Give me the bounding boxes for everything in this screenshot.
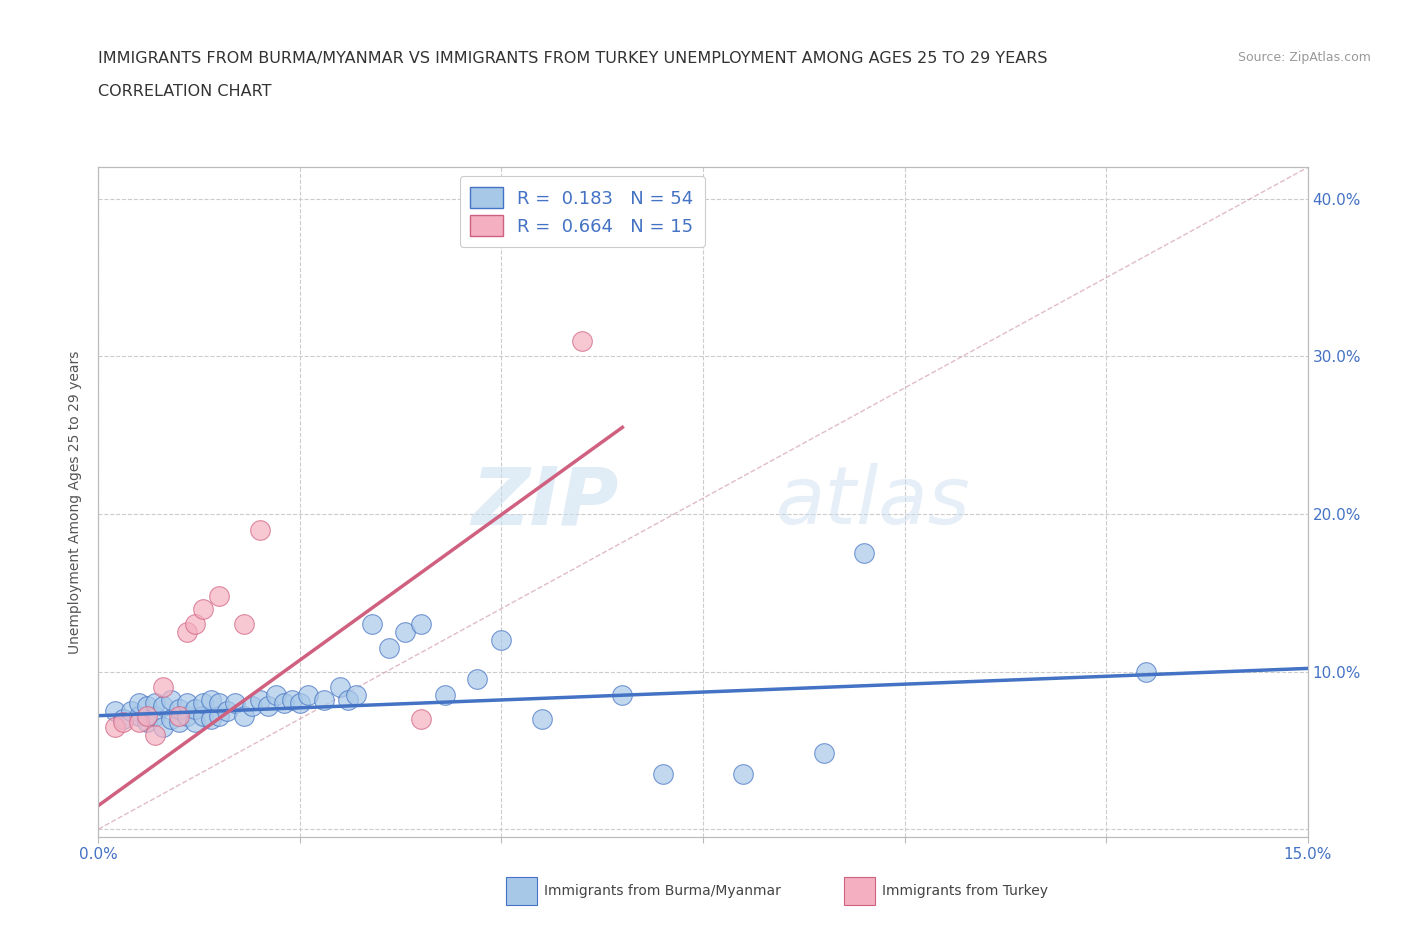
Point	[344, 688, 367, 703]
Point	[135, 709, 157, 724]
Point	[264, 688, 287, 703]
Point	[111, 714, 134, 729]
Point	[120, 703, 142, 718]
Point	[143, 709, 166, 724]
Point	[733, 766, 755, 781]
Point	[273, 696, 295, 711]
Point	[530, 711, 553, 726]
Point	[394, 625, 416, 640]
Point	[176, 696, 198, 711]
Text: CORRELATION CHART: CORRELATION CHART	[98, 84, 271, 99]
Point	[288, 696, 311, 711]
Point	[208, 589, 231, 604]
Point	[167, 702, 190, 717]
Point	[176, 625, 198, 640]
Point	[200, 711, 222, 726]
Point	[297, 688, 319, 703]
Text: IMMIGRANTS FROM BURMA/MYANMAR VS IMMIGRANTS FROM TURKEY UNEMPLOYMENT AMONG AGES : IMMIGRANTS FROM BURMA/MYANMAR VS IMMIGRA…	[98, 51, 1047, 66]
Point	[128, 709, 150, 724]
Text: Immigrants from Turkey: Immigrants from Turkey	[882, 884, 1047, 898]
Text: Source: ZipAtlas.com: Source: ZipAtlas.com	[1237, 51, 1371, 64]
Point	[249, 523, 271, 538]
Point	[193, 601, 215, 616]
Point	[152, 680, 174, 695]
Point	[281, 693, 304, 708]
Point	[571, 333, 593, 348]
Point	[143, 727, 166, 742]
Point	[465, 672, 488, 687]
Text: Immigrants from Burma/Myanmar: Immigrants from Burma/Myanmar	[544, 884, 780, 898]
Point	[135, 714, 157, 729]
Point	[377, 641, 399, 656]
Point	[224, 696, 246, 711]
Point	[152, 698, 174, 713]
Text: atlas: atlas	[776, 463, 970, 541]
Text: ZIP: ZIP	[471, 463, 619, 541]
Point	[813, 746, 835, 761]
Point	[217, 703, 239, 718]
Y-axis label: Unemployment Among Ages 25 to 29 years: Unemployment Among Ages 25 to 29 years	[69, 351, 83, 654]
Point	[184, 714, 207, 729]
Point	[1135, 664, 1157, 679]
Point	[232, 709, 254, 724]
Point	[200, 693, 222, 708]
Point	[128, 696, 150, 711]
Point	[651, 766, 673, 781]
Point	[208, 696, 231, 711]
Point	[361, 617, 384, 631]
Point	[128, 714, 150, 729]
Point	[491, 632, 513, 647]
Point	[184, 617, 207, 631]
Point	[249, 693, 271, 708]
Point	[409, 711, 432, 726]
Point	[103, 703, 125, 718]
Point	[232, 617, 254, 631]
Point	[434, 688, 457, 703]
Legend: R =  0.183   N = 54, R =  0.664   N = 15: R = 0.183 N = 54, R = 0.664 N = 15	[460, 177, 704, 247]
Point	[176, 709, 198, 724]
Point	[240, 698, 263, 713]
Point	[208, 709, 231, 724]
Point	[853, 546, 876, 561]
Point	[409, 617, 432, 631]
Point	[167, 709, 190, 724]
Point	[103, 719, 125, 734]
Point	[193, 709, 215, 724]
Point	[111, 711, 134, 726]
Point	[167, 714, 190, 729]
Point	[152, 719, 174, 734]
Point	[143, 696, 166, 711]
Point	[256, 698, 278, 713]
Point	[612, 688, 634, 703]
Point	[314, 693, 336, 708]
Point	[184, 702, 207, 717]
Point	[135, 698, 157, 713]
Point	[160, 693, 183, 708]
Point	[193, 696, 215, 711]
Point	[160, 711, 183, 726]
Point	[329, 680, 352, 695]
Point	[337, 693, 360, 708]
